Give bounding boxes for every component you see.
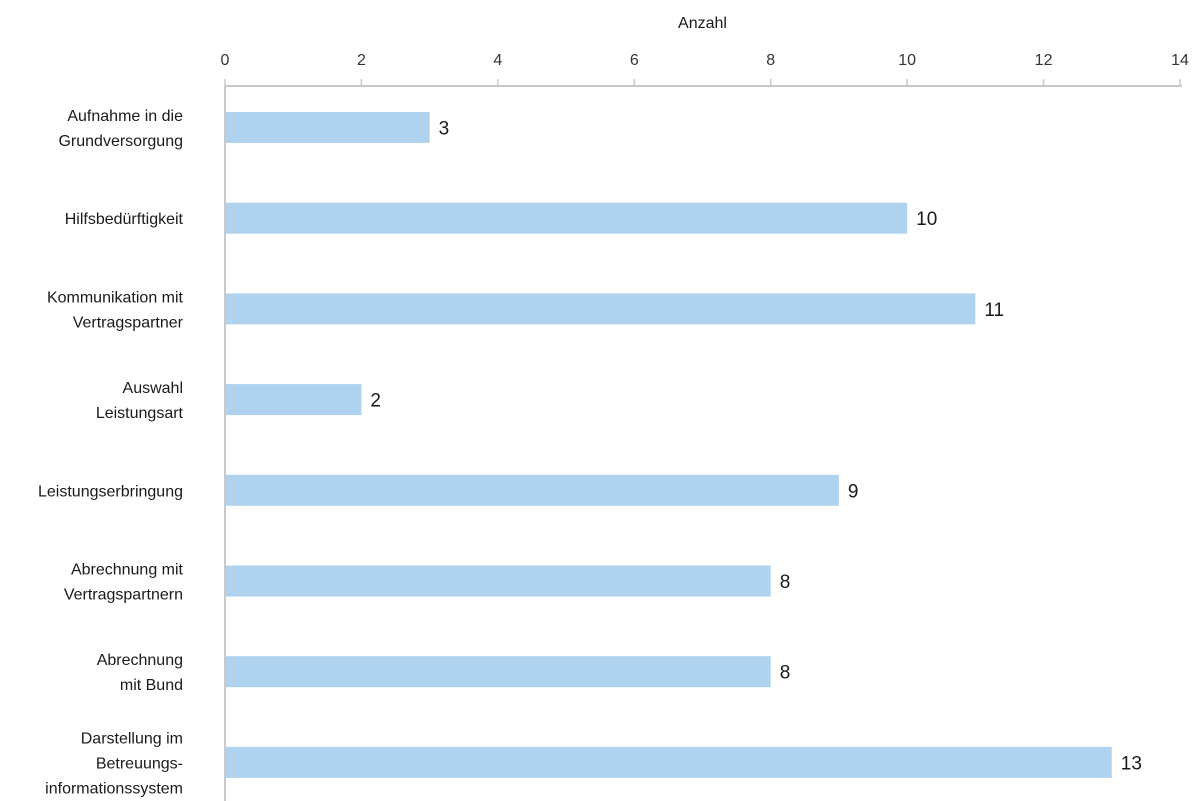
bar [226, 565, 771, 597]
bar [226, 384, 362, 416]
x-tick-label: 6 [630, 52, 639, 69]
data-label: 3 [439, 119, 450, 140]
bar [226, 746, 1112, 778]
category-label: Kommunikation mit Vertragspartner [47, 289, 184, 331]
bar [226, 474, 839, 506]
data-label: 13 [1121, 753, 1142, 774]
labels-layer: 3 Aufnahme in die Grundversorgung 10 Hilfsbe… [38, 108, 1142, 797]
category-label: Hilfsbedürftigkeit [65, 211, 184, 228]
category-label: Abrechnung mit Bund [97, 652, 183, 694]
category-label: Darstellung im Betreuungs-informationssys… [45, 730, 183, 797]
x-tick-label: 14 [1171, 52, 1189, 69]
data-label: 8 [780, 572, 791, 593]
x-tick-label: 2 [357, 52, 366, 69]
bar [226, 293, 976, 325]
x-tick-label: 8 [766, 52, 775, 69]
x-tick-label: 12 [1035, 52, 1053, 69]
bar [226, 112, 430, 143]
axis-layer: 0 2 4 6 8 10 12 14 [221, 52, 1189, 801]
category-label: Abrechnung mit Vertragspartnern [64, 562, 184, 604]
data-label: 10 [916, 209, 937, 230]
category-label: Auswahl Leistungsart [96, 380, 184, 422]
data-label: 9 [848, 481, 859, 502]
bars-layer [226, 112, 1112, 778]
bar [226, 656, 771, 688]
data-label: 11 [984, 300, 1004, 321]
x-tick-label: 10 [898, 52, 916, 69]
x-tick-label: 4 [493, 52, 502, 69]
x-axis-title: Anzahl [678, 15, 727, 32]
data-label: 8 [780, 663, 791, 684]
category-label: Aufnahme in die Grundversorgung [58, 108, 183, 150]
category-label: Leistungserbringung [38, 483, 183, 500]
x-tick-label: 0 [221, 52, 230, 69]
data-label: 2 [370, 391, 381, 412]
bar [226, 202, 908, 234]
